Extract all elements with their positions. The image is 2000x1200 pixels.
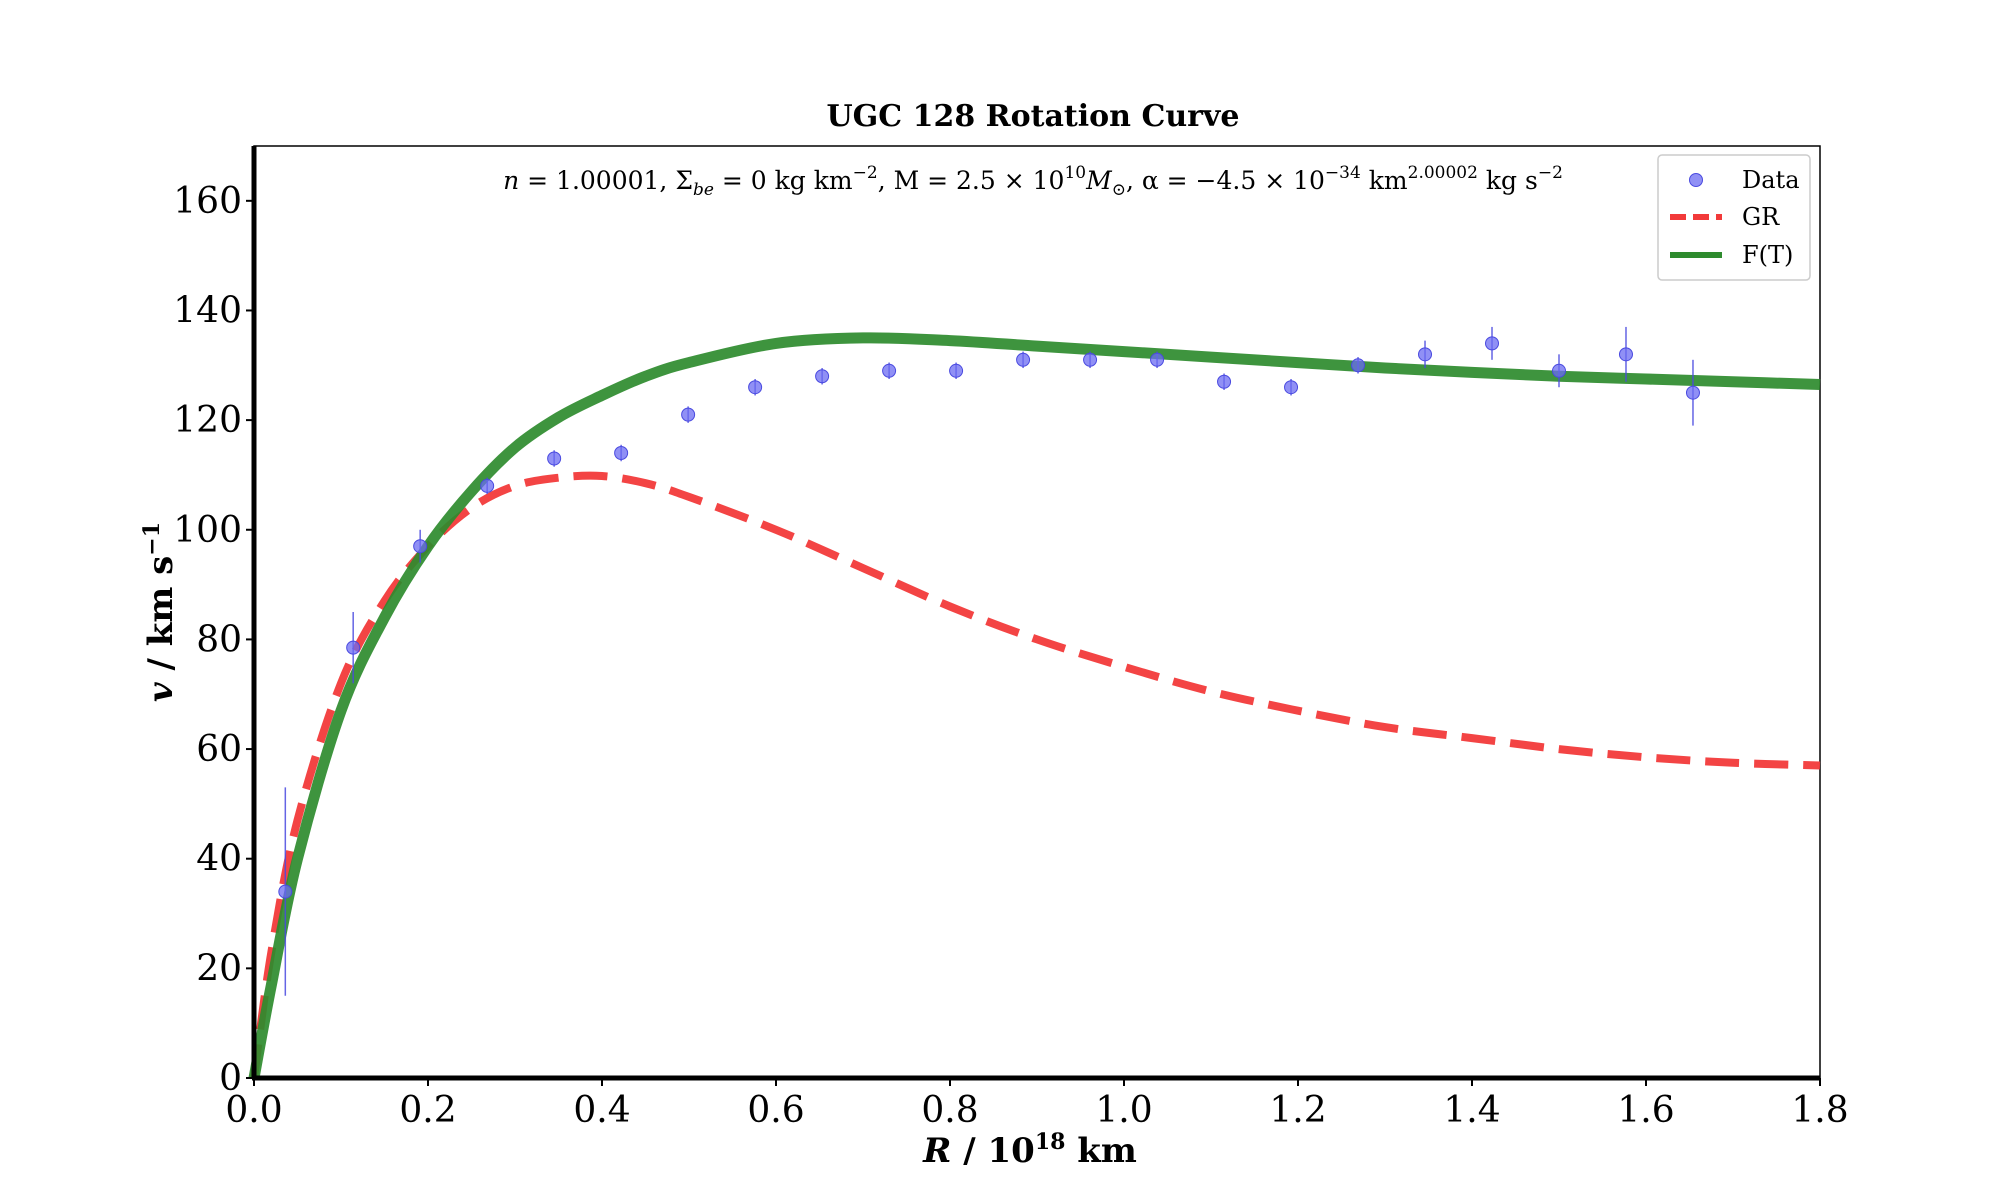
y-tick-label: 120 xyxy=(173,400,242,441)
data-point xyxy=(748,380,763,395)
data-point xyxy=(547,451,562,466)
x-tick-label: 0.6 xyxy=(747,1090,804,1131)
legend: Data GR F(T) xyxy=(1657,154,1811,281)
y-tick-label: 80 xyxy=(196,619,242,660)
legend-data-label: Data xyxy=(1742,166,1800,194)
y-tick-label: 160 xyxy=(173,181,242,222)
y-axis-ticks: 0 20 40 60 80 100 120 140 160 xyxy=(173,181,254,1099)
x-tick-label: 1.6 xyxy=(1617,1090,1674,1131)
legend-gr-label: GR xyxy=(1742,203,1780,231)
y-tick-label: 140 xyxy=(173,290,242,331)
data-point xyxy=(614,446,629,461)
data-point xyxy=(882,363,897,378)
plot-area xyxy=(248,326,1821,1080)
gr-curve-line xyxy=(250,471,1821,1079)
data-point xyxy=(1685,385,1700,400)
data-point xyxy=(1418,347,1433,362)
x-tick-label: 0.0 xyxy=(225,1090,282,1131)
y-tick-label: 100 xyxy=(173,510,242,551)
chart-title: UGC 128 Rotation Curve xyxy=(827,99,1240,134)
data-point xyxy=(278,884,293,899)
data-point xyxy=(413,539,428,554)
plot-frame xyxy=(253,145,1821,1079)
y-tick-label: 0 xyxy=(219,1058,242,1099)
data-point xyxy=(1618,347,1633,362)
legend-data-marker xyxy=(1689,173,1703,187)
ft-curve-line xyxy=(248,332,1821,1080)
model-parameters-annotation: n = 1.00001, Σbe = 0 kg km−2, M = 2.5 × … xyxy=(503,163,1563,200)
y-tick-label: 20 xyxy=(196,948,242,989)
data-point xyxy=(815,369,830,384)
data-point xyxy=(1150,352,1165,367)
y-tick-label: 40 xyxy=(196,839,242,880)
x-tick-label: 0.8 xyxy=(921,1090,978,1131)
x-tick-label: 1.8 xyxy=(1791,1090,1848,1131)
data-point xyxy=(681,407,696,422)
data-point xyxy=(480,478,495,493)
legend-ft-label: F(T) xyxy=(1742,241,1793,269)
x-tick-label: 0.4 xyxy=(573,1090,630,1131)
x-axis-ticks: 0.0 0.2 0.4 0.6 0.8 1.0 1.2 1.4 1.6 1.8 xyxy=(225,1078,1849,1131)
y-axis-label: v / km s−1 xyxy=(139,522,181,702)
data-point xyxy=(949,363,964,378)
x-tick-label: 0.2 xyxy=(399,1090,456,1131)
data-point xyxy=(1485,336,1500,351)
x-tick-label: 1.2 xyxy=(1269,1090,1326,1131)
data-point xyxy=(346,640,361,655)
x-axis-label: R / 1018 km xyxy=(922,1129,1137,1171)
data-point xyxy=(1284,380,1299,395)
data-point xyxy=(1083,352,1098,367)
y-tick-label: 60 xyxy=(196,729,242,770)
x-tick-label: 1.0 xyxy=(1095,1090,1152,1131)
data-point xyxy=(1351,358,1366,373)
data-point xyxy=(1217,374,1232,389)
x-tick-label: 1.4 xyxy=(1443,1090,1500,1131)
data-point xyxy=(1016,352,1031,367)
data-point xyxy=(1552,363,1566,378)
